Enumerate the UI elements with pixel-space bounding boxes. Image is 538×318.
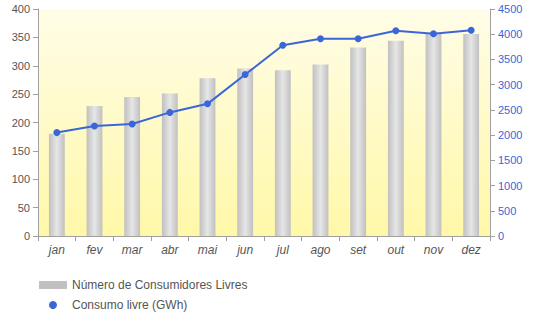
svg-text:50: 50 [18, 202, 30, 214]
svg-text:0: 0 [498, 230, 504, 242]
svg-text:mai: mai [198, 243, 218, 257]
svg-text:jul: jul [275, 243, 289, 257]
svg-text:300: 300 [12, 60, 30, 72]
svg-text:ago: ago [310, 243, 330, 257]
svg-text:2500: 2500 [498, 104, 522, 116]
svg-text:1500: 1500 [498, 154, 522, 166]
svg-text:dez: dez [461, 243, 480, 257]
svg-text:mar: mar [122, 243, 144, 257]
svg-text:4000: 4000 [498, 28, 522, 40]
svg-text:200: 200 [12, 117, 30, 129]
svg-text:1000: 1000 [498, 180, 522, 192]
svg-text:abr: abr [161, 243, 179, 257]
svg-text:150: 150 [12, 145, 30, 157]
svg-text:350: 350 [12, 31, 30, 43]
svg-text:out: out [387, 243, 404, 257]
svg-text:set: set [350, 243, 367, 257]
svg-text:4500: 4500 [498, 3, 522, 15]
svg-text:Número de Consumidores Livres: Número de Consumidores Livres [72, 278, 247, 292]
svg-text:Consumo livre (GWh): Consumo livre (GWh) [72, 298, 187, 312]
svg-text:250: 250 [12, 88, 30, 100]
svg-text:500: 500 [498, 205, 516, 217]
svg-text:400: 400 [12, 3, 30, 15]
svg-text:jan: jan [47, 243, 65, 257]
svg-text:fev: fev [86, 243, 103, 257]
svg-text:2000: 2000 [498, 129, 522, 141]
svg-text:3000: 3000 [498, 79, 522, 91]
svg-text:0: 0 [24, 230, 30, 242]
svg-text:100: 100 [12, 173, 30, 185]
svg-text:nov: nov [424, 243, 444, 257]
svg-text:3500: 3500 [498, 53, 522, 65]
svg-text:jun: jun [235, 243, 253, 257]
